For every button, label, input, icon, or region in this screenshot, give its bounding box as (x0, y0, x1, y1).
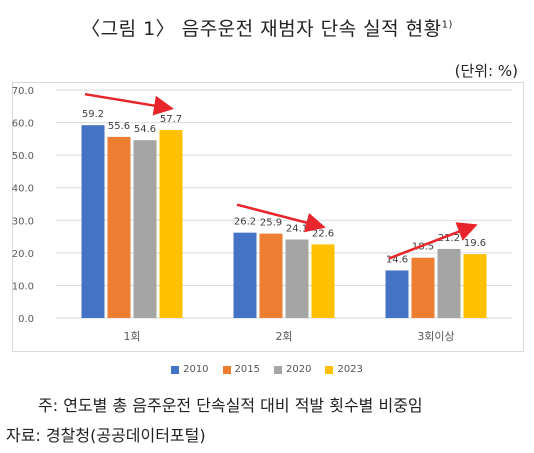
bar (233, 232, 257, 318)
legend-label: 2010 (183, 364, 209, 375)
y-tick-label: 60.0 (12, 119, 34, 130)
data-label: 55.6 (108, 121, 130, 132)
bar-chart: 0.0 10.0 20.0 30.0 40.0 50.0 60.0 70.0 59.2 55.6 5… (12, 86, 512, 343)
trend-arrow (236, 203, 326, 233)
bar (159, 130, 183, 318)
unit-label: (단위: %) (454, 62, 518, 80)
category-label: 2회 (275, 330, 292, 343)
y-tick-label: 10.0 (12, 281, 34, 292)
legend-swatch (274, 365, 282, 374)
data-label: 59.2 (82, 109, 104, 120)
trend-arrow (388, 222, 478, 260)
data-label: 14.6 (386, 254, 408, 265)
category-label: 3회이상 (417, 330, 454, 343)
legend-swatch (171, 365, 180, 374)
data-label: 19.6 (464, 238, 486, 249)
y-tick-label: 0.0 (18, 314, 34, 325)
legend-label: 2020 (286, 364, 312, 375)
y-tick-label: 40.0 (12, 184, 34, 195)
bar (385, 270, 409, 318)
y-tick-label: 50.0 (12, 151, 34, 162)
bar (107, 136, 131, 318)
legend: 2010 2015 2020 2023 (0, 364, 534, 375)
bar (437, 248, 461, 318)
chart-source: 자료: 경찰청(공공데이터포털) (6, 426, 206, 445)
legend-swatch (325, 365, 334, 374)
data-label: 22.6 (312, 228, 334, 239)
y-tick-label: 30.0 (12, 216, 34, 227)
data-label: 54.6 (134, 124, 156, 135)
bar (81, 125, 105, 318)
legend-item: 2023 (325, 364, 363, 375)
data-label: 18.5 (412, 242, 434, 253)
data-label: 21.2 (438, 233, 460, 244)
trend-arrow (84, 92, 174, 116)
data-label: 57.7 (160, 114, 182, 125)
y-tick-label: 20.0 (12, 249, 34, 260)
bar (259, 233, 283, 318)
legend-item: 2020 (274, 364, 311, 375)
legend-label: 2023 (337, 364, 363, 375)
legend-item: 2010 (171, 364, 209, 375)
category-label: 1회 (123, 330, 140, 343)
y-tick-label: 70.0 (12, 86, 34, 97)
bar (411, 257, 435, 318)
legend-label: 2015 (234, 364, 260, 375)
legend-swatch (222, 365, 231, 374)
legend-item: 2015 (222, 364, 260, 375)
chart-note: 주: 연도별 총 음주운전 단속실적 대비 적발 횟수별 비중임 (38, 396, 423, 415)
data-label: 25.9 (260, 218, 282, 229)
bar (285, 239, 309, 318)
data-label: 26.2 (234, 217, 256, 228)
data-label: 24.1 (286, 224, 308, 235)
plot-frame (12, 82, 524, 352)
chart-title: 〈그림 1〉 음주운전 재범자 단속 실적 현황1) (81, 18, 453, 40)
bar (463, 254, 487, 318)
bar (311, 244, 335, 318)
bar (133, 140, 157, 318)
